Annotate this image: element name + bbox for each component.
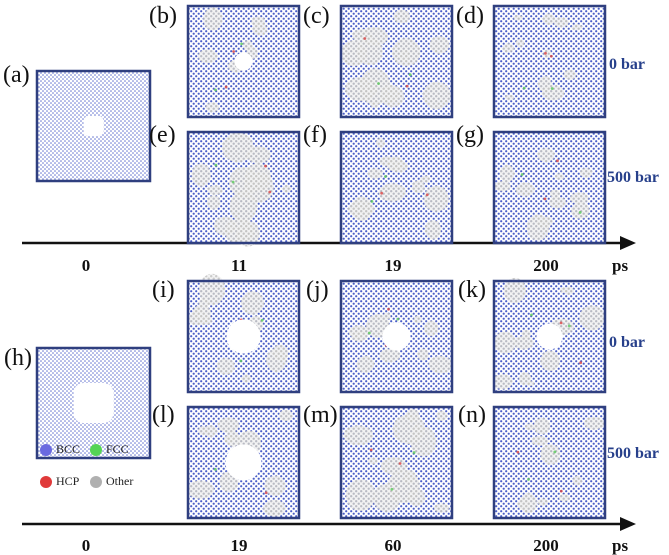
- time-unit-bottom: ps: [612, 536, 629, 555]
- panel-label-e: (e): [149, 122, 176, 148]
- pressure-label-top-0bar: 0 bar: [609, 56, 645, 73]
- legend-item-hcp: HCP: [40, 474, 79, 489]
- snapshot-panel-m: [339, 405, 454, 520]
- pressure-label-bottom-0bar: 0 bar: [609, 334, 645, 351]
- time-axis-top-arrow: [620, 236, 636, 250]
- panel-label-i: (i): [152, 277, 175, 303]
- fcc-dot-icon: [90, 443, 102, 456]
- legend-item-bcc: BCC: [40, 442, 80, 457]
- time-axis-bottom-arrow: [620, 517, 636, 531]
- time-tick-top-3: 200: [533, 256, 559, 275]
- snapshot-initial-top: [35, 69, 152, 183]
- snapshot-panel-c: [339, 4, 454, 119]
- time-tick-bottom-2: 60: [384, 536, 402, 555]
- time-tick-top-1: 11: [230, 256, 248, 275]
- panel-label-n: (n): [458, 402, 486, 428]
- snapshot-panel-i: [186, 273, 301, 394]
- time-tick-bottom-3: 200: [533, 536, 559, 555]
- time-unit-top: ps: [612, 256, 629, 275]
- snapshot-panel-l: [186, 405, 301, 520]
- snapshot-panel-b: [186, 4, 301, 119]
- panel-label-b: (b): [149, 3, 177, 29]
- pressure-label-bottom-500bar: 500 bar: [607, 445, 659, 462]
- structure-legend: BCC FCC HCP Other: [40, 440, 160, 496]
- snapshot-panel-k: [492, 277, 607, 394]
- panel-label-g: (g): [456, 122, 484, 148]
- panel-label-m: (m): [303, 402, 338, 428]
- panel-label-a: (a): [3, 62, 30, 88]
- time-tick-top-0: 0: [81, 256, 91, 275]
- legend-label-bcc: BCC: [56, 442, 81, 456]
- time-tick-top-2: 19: [384, 256, 402, 275]
- legend-label-fcc: FCC: [106, 442, 129, 456]
- legend-item-other: Other: [90, 474, 133, 489]
- pressure-label-top-500bar: 500 bar: [607, 169, 659, 186]
- snapshot-initial-bottom: [35, 346, 152, 460]
- time-tick-bottom-0: 0: [81, 536, 91, 555]
- snapshot-panel-f: [339, 130, 454, 245]
- snapshot-panel-n: [492, 405, 607, 520]
- snapshot-panel-g: [492, 130, 607, 245]
- legend-label-hcp: HCP: [56, 474, 80, 488]
- snapshot-panel-j: [339, 279, 454, 394]
- snapshot-panel-d: [492, 4, 607, 119]
- panel-label-d: (d): [456, 3, 484, 29]
- panel-label-h: (h): [4, 345, 32, 371]
- hcp-dot-icon: [40, 475, 52, 488]
- bcc-dot-icon: [40, 443, 52, 456]
- panel-label-l: (l): [152, 402, 175, 428]
- snapshot-panel-e: [186, 130, 301, 247]
- other-dot-icon: [90, 475, 102, 488]
- panel-label-f: (f): [303, 122, 327, 148]
- panel-label-j: (j): [306, 277, 329, 303]
- time-tick-bottom-1: 19: [230, 536, 248, 555]
- legend-label-other: Other: [106, 474, 134, 488]
- panel-label-c: (c): [303, 3, 330, 29]
- panel-label-k: (k): [458, 277, 486, 303]
- legend-item-fcc: FCC: [90, 442, 129, 457]
